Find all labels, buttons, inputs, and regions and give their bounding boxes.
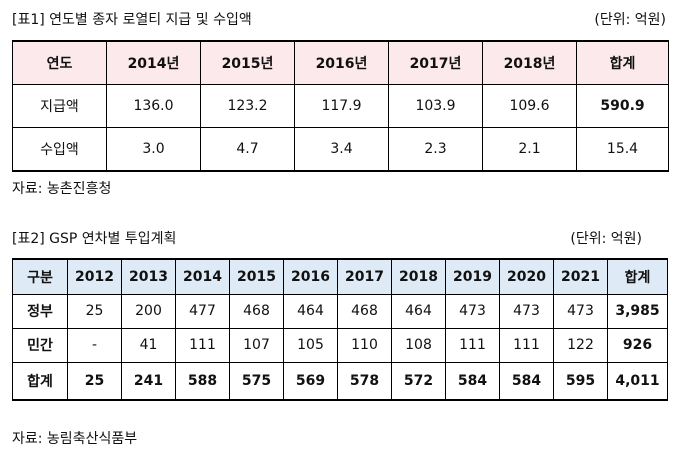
table-cell: 464 (283, 293, 338, 329)
header-cell: 2017년 (388, 40, 483, 85)
table-cell: 241 (121, 361, 176, 401)
total-cell: 590.9 (576, 84, 669, 128)
row-label: 지급액 (12, 84, 107, 128)
royalty-table: 연도 2014년 2015년 2016년 2017년 2018년 합계 지급액 … (12, 40, 669, 172)
table-cell: 103.9 (388, 84, 483, 128)
table-cell: 569 (283, 361, 338, 401)
table-cell: 108 (391, 327, 446, 363)
header-cell: 합계 (576, 40, 669, 85)
table-cell: 107 (229, 327, 284, 363)
total-cell: 926 (607, 327, 668, 363)
table-cell: 473 (553, 293, 608, 329)
header-cell: 2018년 (482, 40, 577, 85)
table-cell: 200 (121, 293, 176, 329)
table-cell: 111 (445, 327, 500, 363)
header-cell: 2015년 (200, 40, 295, 85)
total-cell: 4,011 (607, 361, 668, 401)
table-cell: 25 (67, 293, 122, 329)
header-cell: 2017 (337, 258, 392, 295)
table-cell: 473 (445, 293, 500, 329)
table-cell: 117.9 (294, 84, 389, 128)
table-cell: 595 (553, 361, 608, 401)
table2-title: [표2] GSP 연차별 투입계획 (12, 231, 177, 247)
table1-unit: (단위: 억원) (594, 12, 666, 28)
header-cell: 2015 (229, 258, 284, 295)
table-row: 민간 - 41 111 107 105 110 108 111 111 122 … (12, 327, 668, 363)
table-cell: 111 (175, 327, 230, 363)
total-cell: 3,985 (607, 293, 668, 329)
header-cell: 2020 (499, 258, 554, 295)
table-cell: - (67, 327, 122, 363)
table2-header-row: 구분 2012 2013 2014 2015 2016 2017 2018 20… (12, 258, 668, 295)
table-cell: 110 (337, 327, 392, 363)
header-cell: 연도 (12, 40, 107, 85)
header-cell: 합계 (607, 258, 668, 295)
header-cell: 2016년 (294, 40, 389, 85)
table-cell: 3.4 (294, 127, 389, 172)
table-row: 지급액 136.0 123.2 117.9 103.9 109.6 590.9 (12, 84, 669, 128)
table-cell: 468 (229, 293, 284, 329)
header-cell: 2014년 (106, 40, 201, 85)
table-cell: 2.1 (482, 127, 577, 172)
row-label: 합계 (12, 361, 68, 401)
table-cell: 575 (229, 361, 284, 401)
table-cell: 4.7 (200, 127, 295, 172)
table-cell: 105 (283, 327, 338, 363)
table-cell: 136.0 (106, 84, 201, 128)
header-cell: 2016 (283, 258, 338, 295)
table2-source: 자료: 농림축산식품부 (12, 431, 138, 447)
table-cell: 41 (121, 327, 176, 363)
table1-title: [표1] 연도별 종자 로열티 지급 및 수입액 (12, 12, 252, 28)
table-cell: 468 (337, 293, 392, 329)
table-cell: 588 (175, 361, 230, 401)
table-cell: 109.6 (482, 84, 577, 128)
row-label: 수입액 (12, 127, 107, 172)
table-cell: 477 (175, 293, 230, 329)
table-cell: 122 (553, 327, 608, 363)
gsp-investment-table: 구분 2012 2013 2014 2015 2016 2017 2018 20… (12, 258, 668, 401)
table-cell: 111 (499, 327, 554, 363)
header-cell: 2014 (175, 258, 230, 295)
header-cell: 2019 (445, 258, 500, 295)
table-cell: 3.0 (106, 127, 201, 172)
table-row-total: 합계 25 241 588 575 569 578 572 584 584 59… (12, 361, 668, 401)
header-cell: 2021 (553, 258, 608, 295)
table-cell: 584 (445, 361, 500, 401)
header-cell: 2012 (67, 258, 122, 295)
header-cell: 2013 (121, 258, 176, 295)
table-cell: 584 (499, 361, 554, 401)
table-cell: 578 (337, 361, 392, 401)
table1-header-row: 연도 2014년 2015년 2016년 2017년 2018년 합계 (12, 40, 669, 85)
table-cell: 25 (67, 361, 122, 401)
table-row: 수입액 3.0 4.7 3.4 2.3 2.1 15.4 (12, 127, 669, 172)
table-cell: 123.2 (200, 84, 295, 128)
table-cell: 473 (499, 293, 554, 329)
table-cell: 464 (391, 293, 446, 329)
header-cell: 구분 (12, 258, 68, 295)
table-cell: 572 (391, 361, 446, 401)
header-cell: 2018 (391, 258, 446, 295)
table1-source: 자료: 농촌진흥청 (12, 181, 112, 197)
row-label: 정부 (12, 293, 68, 329)
table-row: 정부 25 200 477 468 464 468 464 473 473 47… (12, 293, 668, 329)
total-cell: 15.4 (576, 127, 669, 172)
table2-unit: (단위: 억원) (570, 231, 642, 247)
table-cell: 2.3 (388, 127, 483, 172)
row-label: 민간 (12, 327, 68, 363)
